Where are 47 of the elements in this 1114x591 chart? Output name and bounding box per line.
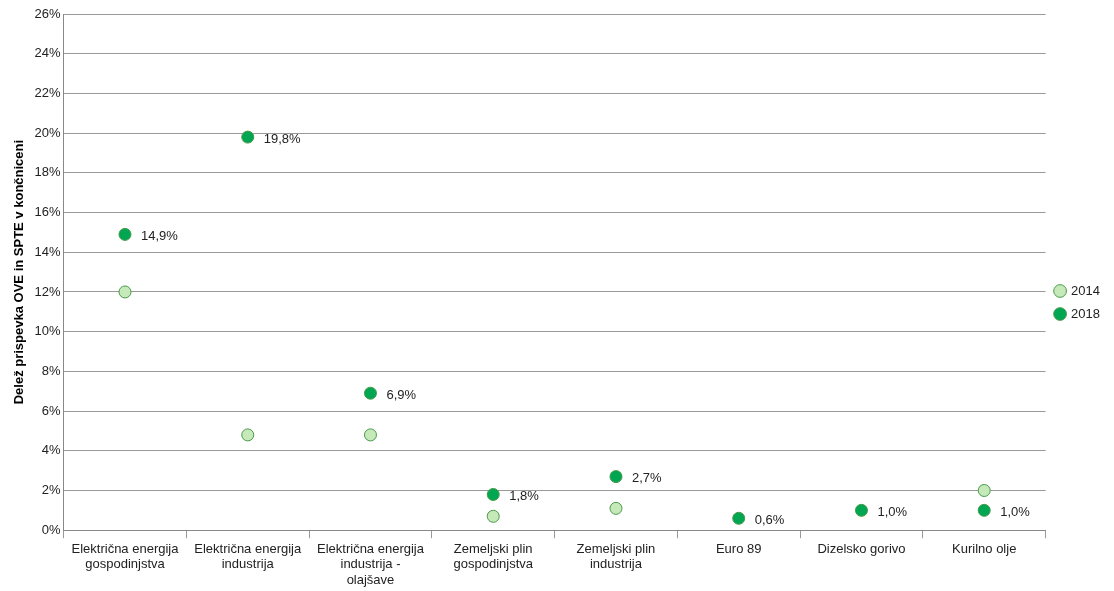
x-tick-label: Zemeljski plin industrija: [576, 540, 656, 572]
y-tick-label: 24%: [34, 45, 62, 61]
legend-label: 2014: [1071, 282, 1100, 298]
point: [118, 285, 132, 299]
point: [363, 428, 377, 442]
y-tick-label: 10%: [34, 323, 62, 339]
point: [118, 227, 132, 241]
y-tick-label: 16%: [34, 204, 62, 220]
data-label: 1,0%: [877, 503, 908, 519]
x-tick-label: Električna energija industrija: [194, 540, 302, 572]
x-tick-label: Euro 89: [715, 540, 762, 556]
point: [486, 487, 500, 501]
point: [363, 386, 377, 400]
x-tick-label: Kurilno olje: [952, 540, 1017, 556]
point: [977, 503, 991, 517]
point: [241, 130, 255, 144]
point: [609, 470, 623, 484]
data-label: 2,7%: [631, 470, 663, 486]
y-tick-label: 2%: [41, 482, 62, 498]
y-tick-label: 0%: [41, 521, 62, 537]
point: [732, 511, 746, 525]
point: [486, 509, 500, 523]
x-tick-label: Električna energija gospodinjstva: [71, 540, 180, 572]
data-label: 0,6%: [754, 511, 785, 527]
y-axis-title: Delež prispevka OVE in SPTE v končniceni: [11, 139, 27, 405]
data-label: 1,8%: [509, 488, 540, 504]
x-tick-label: Zemeljski plin gospodinjstva: [453, 540, 534, 572]
data-label: 19,8%: [263, 130, 302, 146]
y-tick-label: 14%: [34, 243, 62, 259]
point: [609, 501, 623, 515]
y-tick-label: 26%: [34, 5, 62, 21]
y-tick-label: 4%: [41, 442, 62, 458]
y-tick-label: 6%: [41, 402, 62, 418]
data-label: 14,9%: [140, 227, 179, 243]
point: [241, 428, 255, 442]
legend-label: 2018: [1071, 305, 1100, 321]
data-label: 1,0%: [1000, 503, 1031, 519]
point: [854, 503, 868, 517]
y-tick-label: 12%: [34, 283, 62, 299]
data-label: 6,9%: [386, 386, 417, 402]
point: [977, 483, 991, 497]
y-tick-label: 20%: [34, 124, 62, 140]
y-tick-label: 8%: [41, 362, 62, 378]
x-tick-label: Dizelsko gorivo: [817, 540, 906, 556]
y-tick-label: 22%: [34, 84, 62, 100]
y-tick-label: 18%: [34, 164, 62, 180]
x-tick-label: Električna energija industrija - olajšave: [317, 540, 425, 587]
